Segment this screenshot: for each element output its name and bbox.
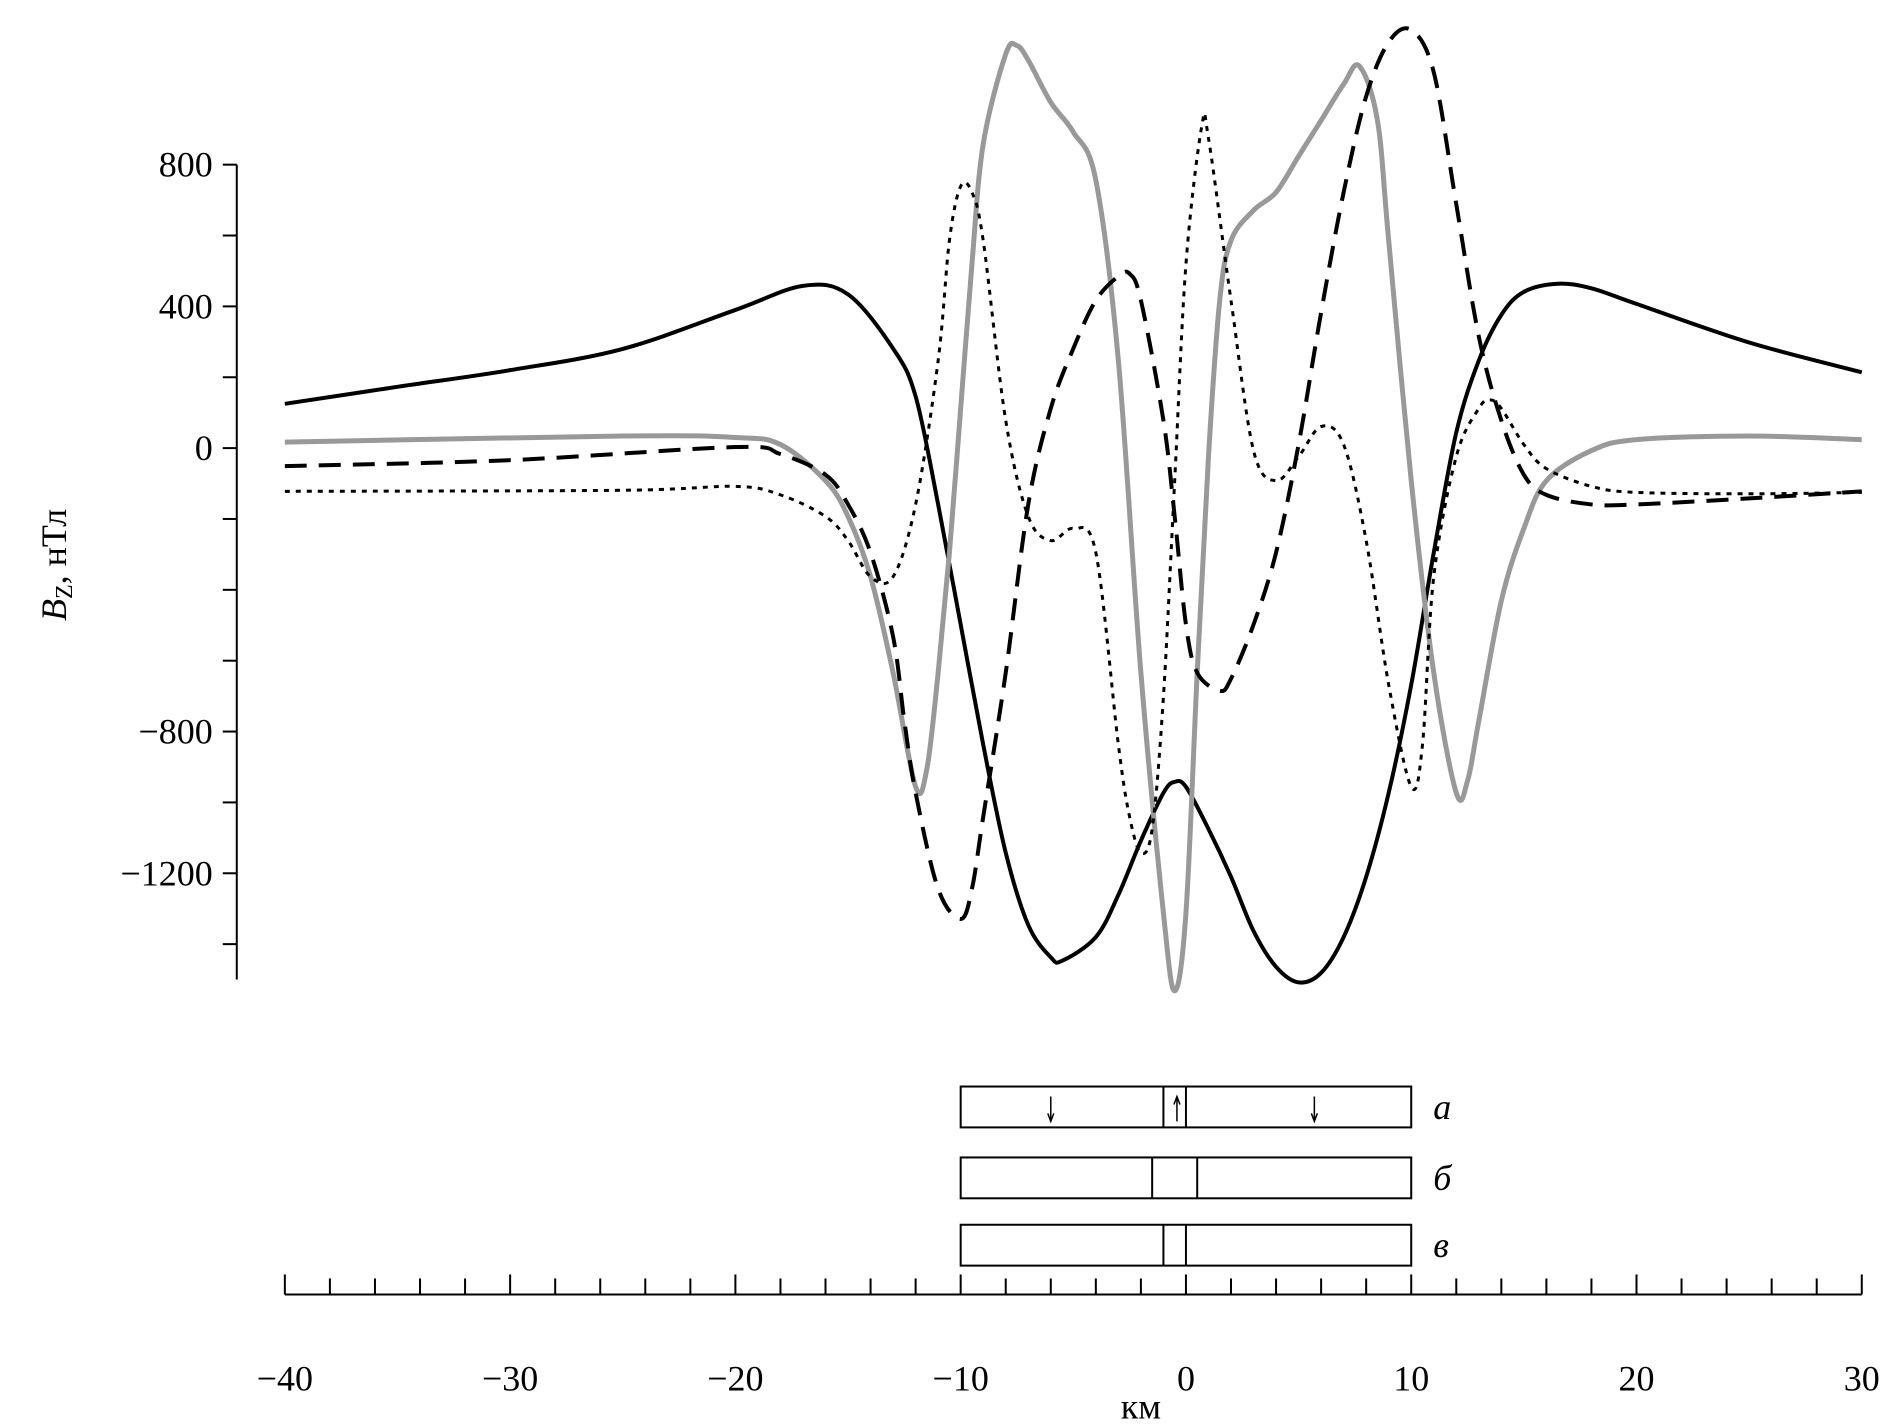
y-label-subscript: Z bbox=[52, 584, 78, 599]
line-series bbox=[284, 111, 1862, 856]
x-tick-label: 20 bbox=[1618, 1359, 1654, 1399]
model-box bbox=[959, 1156, 1413, 1200]
model-arrow bbox=[1310, 1096, 1319, 1124]
y-axis-label: BZ, нТл bbox=[34, 509, 78, 621]
y-tick-label: 0 bbox=[195, 428, 213, 468]
line-series bbox=[284, 281, 1863, 985]
model-arrow bbox=[1047, 1096, 1055, 1124]
x-tick-label: 10 bbox=[1393, 1359, 1429, 1399]
model-label: б bbox=[1433, 1158, 1453, 1198]
model-label: а bbox=[1433, 1087, 1451, 1127]
model-label: в bbox=[1433, 1225, 1449, 1265]
x-tick-label: 30 bbox=[1844, 1359, 1880, 1399]
x-tick-label: 0 bbox=[1177, 1359, 1195, 1399]
model-arrow bbox=[1173, 1094, 1181, 1122]
y-tick-label: 400 bbox=[159, 286, 213, 326]
y-label-symbol: B bbox=[34, 599, 74, 621]
y-tick-label: −800 bbox=[138, 712, 212, 752]
line-series bbox=[284, 26, 1862, 921]
x-axis-label: км bbox=[1121, 1386, 1161, 1425]
y-tick-label: 800 bbox=[159, 145, 213, 185]
x-tick-label: −10 bbox=[933, 1359, 989, 1399]
x-tick-label: −40 bbox=[257, 1359, 313, 1399]
y-label-unit: , нТл bbox=[34, 509, 74, 584]
y-tick-label: −1200 bbox=[120, 853, 212, 893]
x-tick-label: −30 bbox=[482, 1359, 538, 1399]
x-tick-label: −20 bbox=[707, 1359, 763, 1399]
line-series bbox=[284, 40, 1862, 994]
